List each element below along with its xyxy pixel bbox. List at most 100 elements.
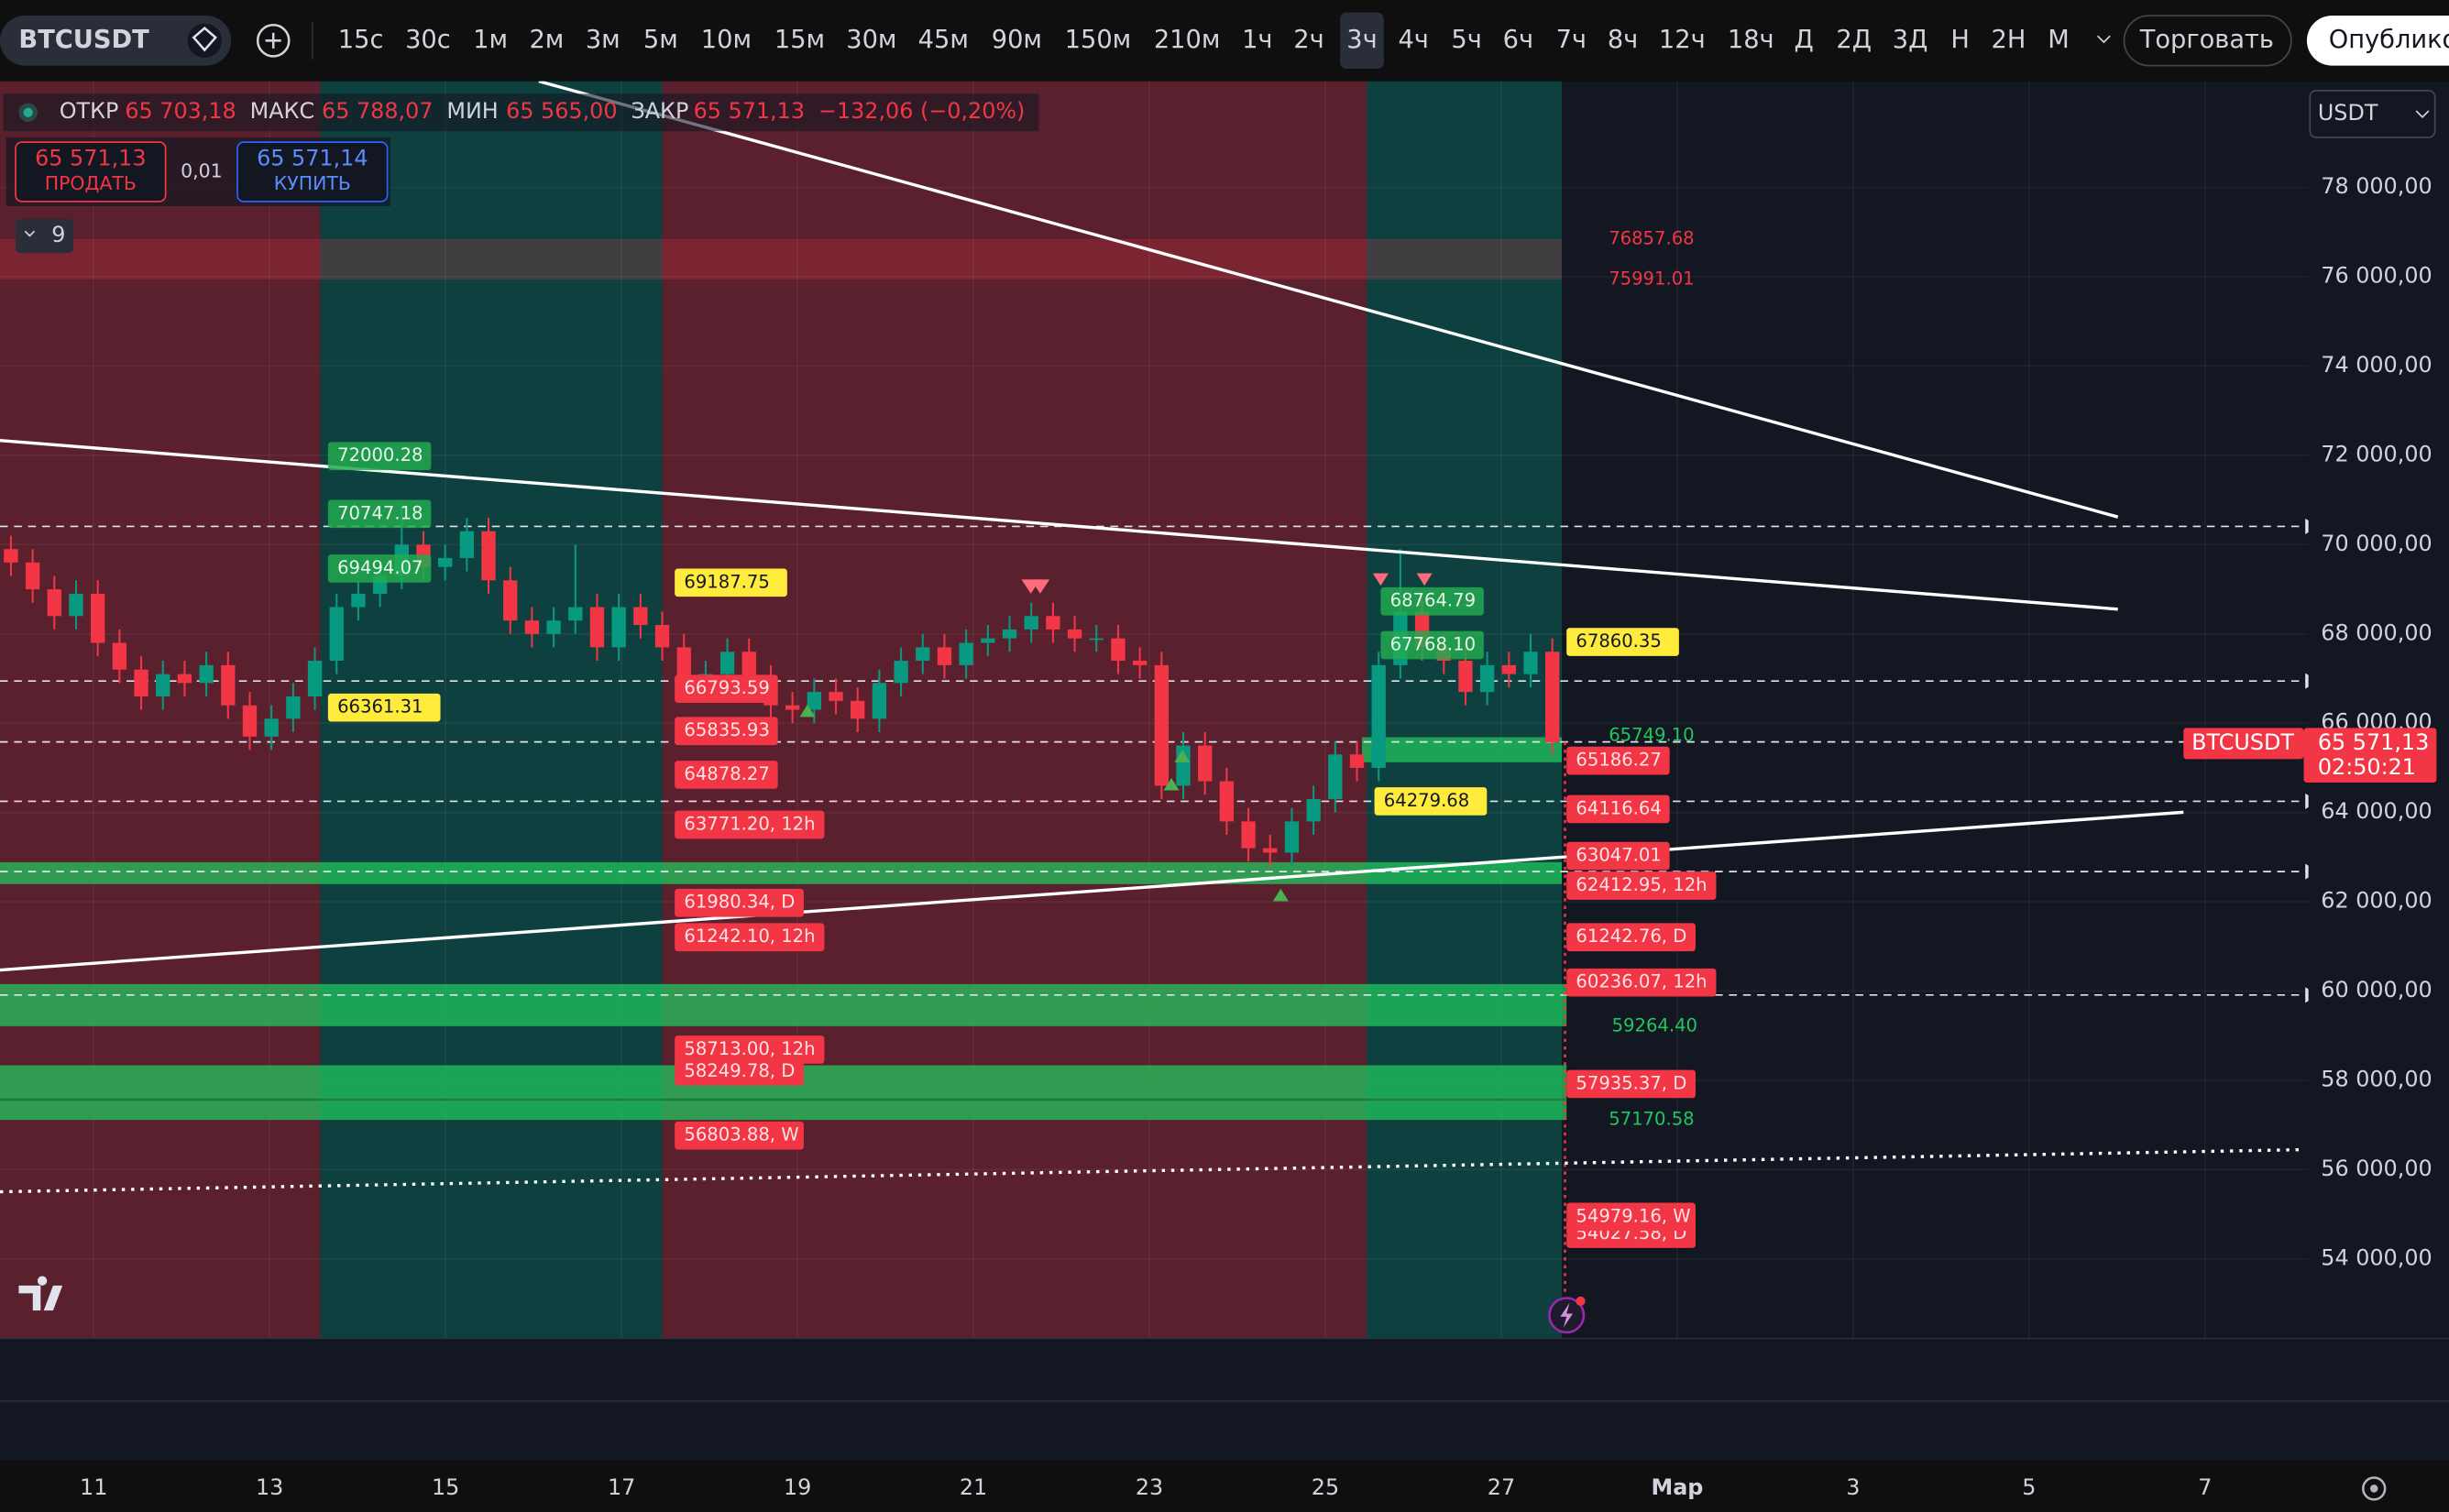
interval[interactable]: 30с [405, 26, 451, 54]
interval[interactable]: 7ч [1556, 26, 1587, 54]
date-label: 11 [80, 1474, 107, 1500]
candle-body [546, 620, 561, 634]
interval[interactable]: 4ч [1398, 26, 1428, 54]
legend-value: 65 565,00 [506, 98, 617, 124]
interval[interactable]: 3ч [1346, 26, 1377, 54]
interval[interactable]: 15м [774, 26, 825, 54]
sell-button[interactable] [15, 141, 167, 203]
interval[interactable]: 210м [1154, 26, 1221, 54]
candle-body [1154, 664, 1169, 786]
settings-icon[interactable] [2361, 1476, 2387, 1501]
candle-body [1002, 629, 1017, 639]
label-box [1566, 871, 1717, 900]
label-box [1566, 841, 1670, 871]
publish-button-text: Опублико [2329, 26, 2449, 54]
label-text: 64878.27 [684, 763, 769, 784]
alert-bolt [1560, 1302, 1574, 1328]
interval[interactable]: 8ч [1608, 26, 1638, 54]
label-text: 65186.27 [1576, 750, 1661, 771]
interval[interactable]: 1ч [1242, 26, 1272, 54]
interval[interactable]: 5м [643, 26, 678, 54]
candle-body [894, 661, 908, 684]
symbol: BTCUSDT [18, 26, 149, 54]
date-label: 5 [2022, 1474, 2036, 1500]
label-box [327, 499, 432, 529]
candle-body [741, 652, 756, 679]
buy-button[interactable] [236, 141, 389, 203]
sell-signal [1372, 573, 1389, 586]
label-text: 67768.10 [1390, 633, 1476, 654]
label-text: 63771.20, 12h [684, 813, 815, 834]
interval[interactable]: Д [1795, 26, 1814, 54]
interval[interactable]: 2ч [1293, 26, 1323, 54]
symbol-tag [2183, 728, 2304, 760]
label-box [327, 554, 432, 583]
interval[interactable]: Н [1950, 26, 1969, 54]
candle-body [589, 607, 605, 648]
candle-body [937, 647, 952, 665]
symbol-search[interactable] [0, 16, 232, 66]
candle-body [134, 669, 148, 696]
interval[interactable]: 6ч [1503, 26, 1533, 54]
last-price: 65 571,13 [2318, 729, 2429, 755]
price-tick-label: 58 000,00 [2321, 1066, 2432, 1091]
trend-line [538, 79, 2119, 519]
interval[interactable]: 30м [846, 26, 896, 54]
interval[interactable]: 2Н [1992, 26, 2026, 54]
interval[interactable]: 3м [586, 26, 620, 54]
interval-active [1340, 12, 1384, 69]
interval[interactable]: 15с [338, 26, 384, 54]
interval[interactable]: 2Д [1836, 26, 1872, 54]
candle-body [611, 607, 626, 648]
candle-body [1306, 799, 1321, 822]
compare-button[interactable] [256, 23, 291, 58]
level-text: 76857.68 [1609, 227, 1694, 248]
candle-body [916, 647, 930, 662]
indicators-toggle[interactable] [16, 218, 74, 254]
interval-dropdown[interactable] [2096, 35, 2111, 44]
label-box [675, 1057, 804, 1086]
trade-button[interactable] [2123, 15, 2292, 67]
interval[interactable]: 12ч [1659, 26, 1706, 54]
candle-body [524, 620, 540, 634]
label-box [1566, 794, 1670, 824]
interval[interactable]: 1м [473, 26, 508, 54]
label-text: 72000.28 [337, 444, 423, 466]
label-text: 57935.37, D [1576, 1072, 1686, 1093]
levels [0, 525, 2309, 996]
interval[interactable]: 18ч [1728, 26, 1774, 54]
legend-bg [3, 93, 1039, 132]
label-box [675, 674, 778, 704]
buy-price: 65 571,14 [257, 145, 368, 170]
candle-body [829, 692, 843, 701]
interval[interactable]: М [2048, 26, 2070, 54]
candle-body [1328, 754, 1343, 800]
label-box [1566, 1202, 1696, 1232]
alert-dot [1576, 1296, 1586, 1306]
support-zone [1361, 737, 1563, 762]
interval[interactable]: 45м [918, 26, 969, 54]
candle-body [437, 557, 453, 567]
interval[interactable]: 2м [529, 26, 564, 54]
label-text: 56803.88, W [684, 1124, 798, 1145]
currency-select[interactable] [2309, 90, 2436, 138]
candle-body [785, 705, 800, 710]
badge-icon [192, 26, 217, 52]
price-tick-label: 72 000,00 [2321, 441, 2432, 466]
candle-body [1132, 661, 1148, 665]
label-text: 64116.64 [1576, 797, 1661, 818]
interval[interactable]: 5ч [1451, 26, 1481, 54]
publish-button[interactable] [2306, 16, 2449, 66]
buy-signal [1174, 750, 1191, 762]
legend-value: 65 571,13 [694, 98, 805, 124]
interval[interactable]: 3Д [1893, 26, 1928, 54]
interval[interactable]: 90м [992, 26, 1042, 54]
compare-icon [265, 32, 281, 49]
interval[interactable]: 10м [701, 26, 752, 54]
label-box [1566, 968, 1717, 997]
candle-body [1479, 664, 1495, 693]
interval[interactable]: 150м [1065, 26, 1132, 54]
price-labels: 72000.28 70747.18 69494.07 68764.79 67768.10… [327, 227, 1717, 1248]
